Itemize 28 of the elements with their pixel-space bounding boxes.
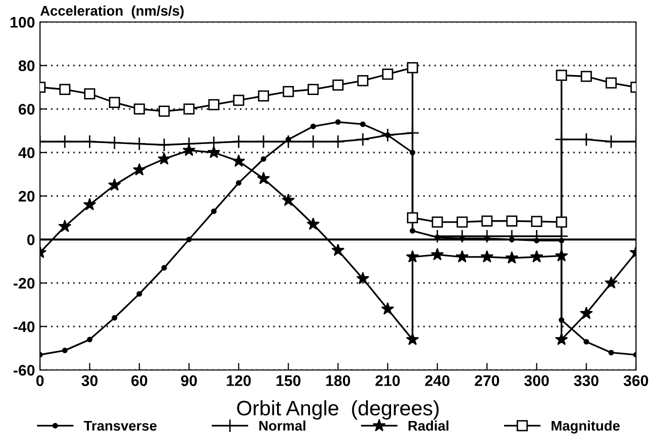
x-tick-label: 360 xyxy=(624,375,648,386)
y-axis-title: Acceleration (nm/s/s) xyxy=(40,6,184,18)
y-tick-label: -40 xyxy=(14,321,35,332)
x-tick-label: 270 xyxy=(474,375,500,386)
x-tick-label: 120 xyxy=(226,375,251,386)
y-tick-label: 40 xyxy=(18,147,35,158)
legend-label: Magnitude xyxy=(552,420,620,434)
legend-label: Transverse xyxy=(84,421,157,431)
y-tick-label: 100 xyxy=(10,16,35,28)
y-tick-label: -20 xyxy=(14,278,35,289)
x-axis-title: Orbit Angle (degrees) xyxy=(237,400,439,420)
legend-label: Radial xyxy=(408,420,448,431)
y-tick-label: 0 xyxy=(27,234,35,246)
x-tick-label: 240 xyxy=(425,375,450,386)
x-tick-label: 150 xyxy=(276,375,300,386)
y-tick-label: -60 xyxy=(14,364,35,376)
x-tick-label: 0 xyxy=(36,375,44,386)
y-tick-label: 60 xyxy=(18,104,35,115)
x-tick-label: 60 xyxy=(131,375,148,386)
y-tick-label: 20 xyxy=(18,190,35,202)
x-tick-label: 30 xyxy=(82,375,98,386)
x-tick-label: 180 xyxy=(326,375,350,386)
x-tick-label: 300 xyxy=(524,375,549,386)
y-tick-label: 80 xyxy=(18,60,35,72)
x-tick-label: 90 xyxy=(181,375,197,386)
x-tick-label: 330 xyxy=(574,375,598,386)
x-tick-label: 210 xyxy=(375,375,400,386)
legend-label: Normal xyxy=(259,420,306,431)
